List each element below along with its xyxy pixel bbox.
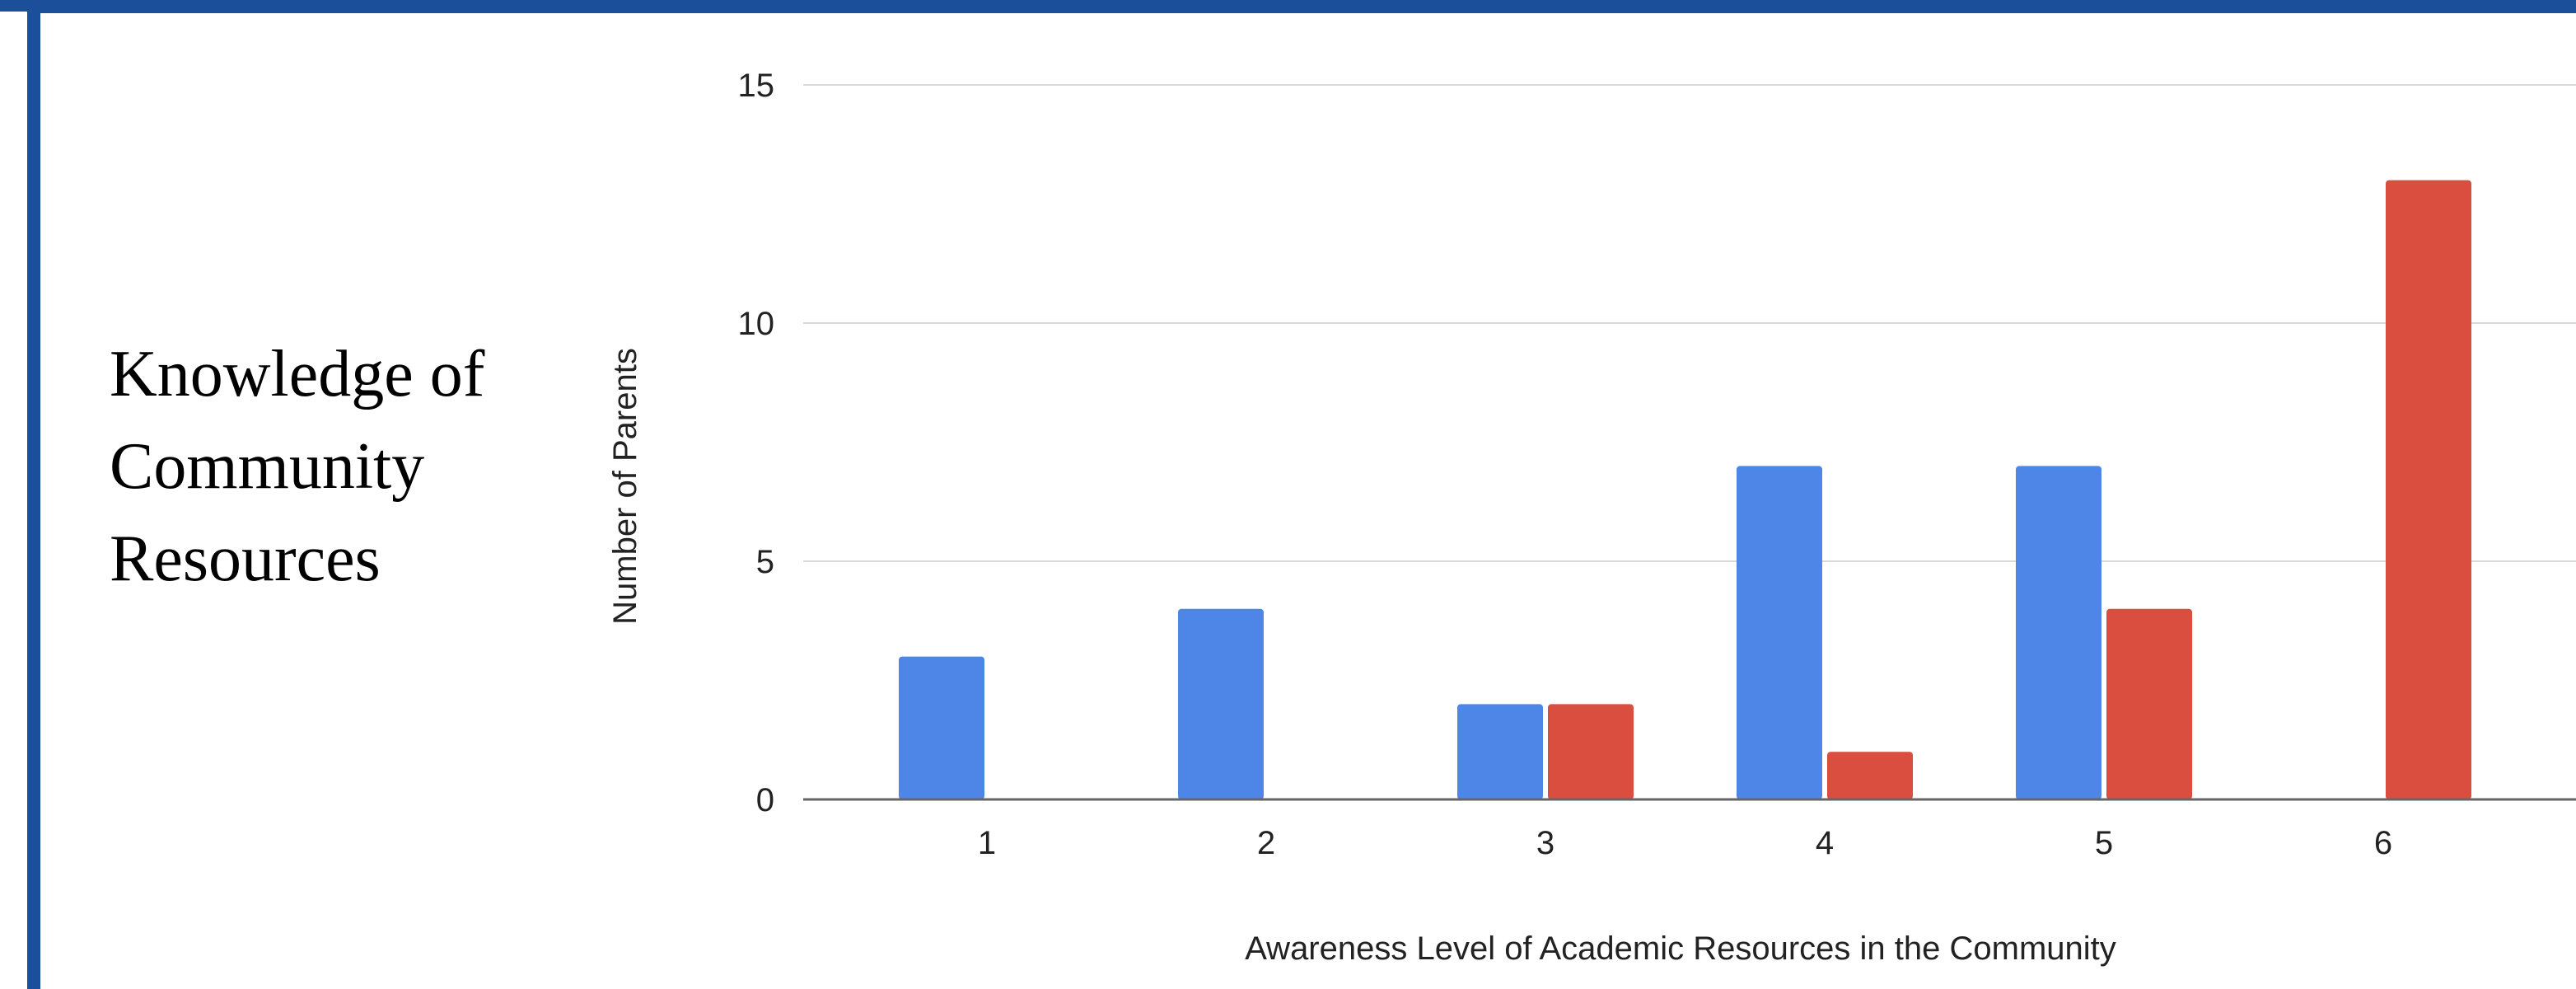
bar-series-1-cat-3 — [1457, 704, 1543, 799]
y-axis-label: Number of Parents — [607, 348, 643, 625]
y-tick-label: 15 — [738, 68, 775, 104]
y-tick-label: 10 — [738, 306, 775, 342]
x-tick-labels: 1 2 3 4 5 6 — [978, 825, 2392, 861]
bar-series-2-cat-4 — [1827, 752, 1913, 799]
bar-series-1-cat-2 — [1178, 608, 1264, 799]
y-tick-labels: 0 5 10 15 — [738, 68, 775, 818]
gridlines — [803, 84, 2576, 562]
y-tick-label: 5 — [756, 544, 774, 580]
bars — [899, 180, 2471, 800]
bar-series-2-cat-6 — [2386, 180, 2471, 800]
x-tick-label: 5 — [2095, 825, 2113, 861]
bar-series-1-cat-1 — [899, 656, 984, 799]
side-title-line-2: Community — [110, 430, 425, 503]
x-tick-label: 1 — [978, 825, 996, 861]
side-title: Knowledge of Community Resources — [110, 328, 571, 605]
side-title-line-1: Knowledge of — [110, 338, 485, 410]
x-tick-label: 2 — [1257, 825, 1275, 861]
slide-frame-corner — [27, 0, 40, 25]
x-tick-label: 3 — [1536, 825, 1554, 861]
x-tick-label: 6 — [2374, 825, 2392, 861]
bar-series-2-cat-3 — [1548, 704, 1634, 799]
x-axis-label: Awareness Level of Academic Resources in… — [1245, 930, 2116, 967]
y-tick-label: 0 — [756, 782, 774, 818]
bar-series-1-cat-4 — [1737, 466, 1822, 799]
bar-series-2-cat-5 — [2106, 608, 2192, 799]
slide-frame-top-bar — [0, 0, 2576, 12]
bar-series-1-cat-5 — [2016, 466, 2101, 799]
x-tick-label: 4 — [1816, 825, 1834, 861]
side-title-line-3: Resources — [110, 523, 381, 595]
